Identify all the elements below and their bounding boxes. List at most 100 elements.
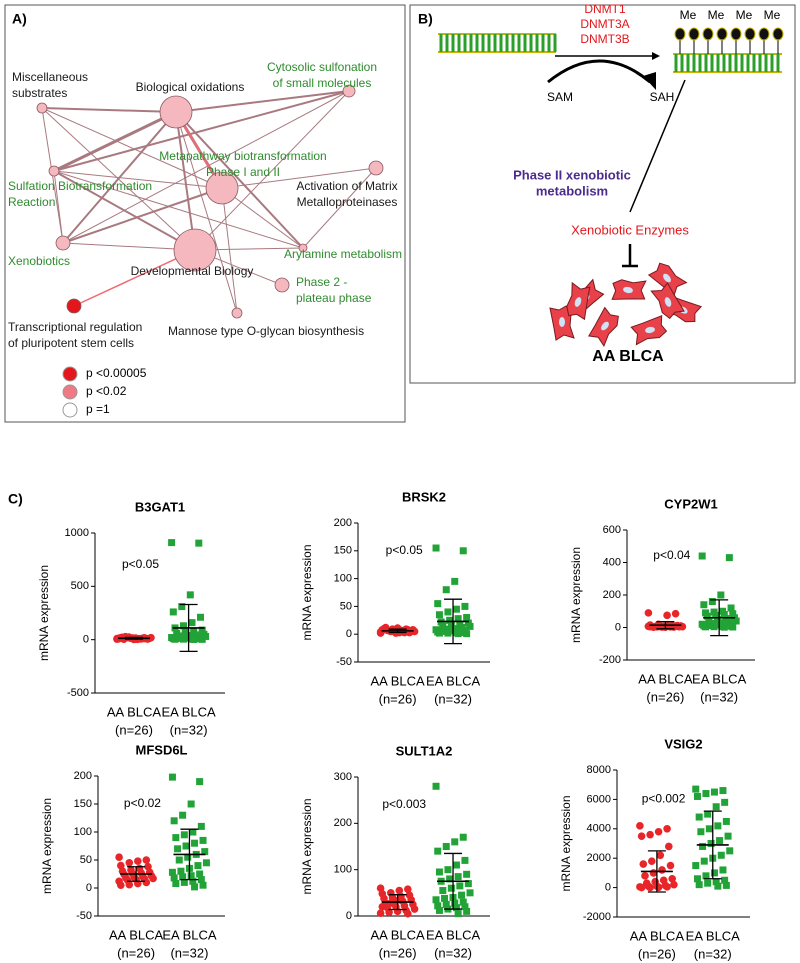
group-size: (n=26) [646,689,684,704]
network-edge [302,167,377,249]
data-point [447,884,455,892]
network-edge [53,170,64,244]
arrow-head [643,72,656,90]
data-point [463,907,471,915]
node-label: Sulfation Biotransformation [8,179,152,193]
data-point [710,623,718,631]
data-point [187,800,195,808]
data-point [646,622,654,631]
data-point [461,856,469,864]
node-label: Biological oxidations [136,80,245,94]
network-edge [175,90,350,113]
y-axis-label: mRNA expression [300,544,314,640]
data-point [452,904,460,912]
cell [630,315,668,346]
methyl-label: Me [736,8,753,22]
p-value: p<0.02 [124,796,161,810]
y-tick-label: 150 [74,798,92,810]
data-point [404,885,412,893]
data-point [702,872,710,880]
data-point [180,831,188,839]
data-point [636,822,644,830]
data-point [170,817,178,825]
data-point [692,785,700,793]
network-node [368,160,384,176]
data-point [721,798,729,806]
data-point [671,609,680,618]
data-point [172,880,180,888]
data-point [376,909,385,918]
data-point [452,861,460,869]
network-node [173,228,217,272]
data-point [666,861,675,870]
enzyme-label: DNMT3A [580,17,629,31]
data-point [646,830,654,839]
data-point [719,787,727,795]
methyl-group [772,27,784,41]
y-axis-label: mRNA expression [300,798,314,894]
data-point [720,623,728,631]
data-point [190,635,198,643]
x-tick-label: AA BLCA [370,927,425,942]
y-tick-label: 0 [346,628,352,640]
data-point [702,790,710,798]
data-point [707,840,715,847]
x-tick-label: EA BLCA [162,927,217,942]
data-point [722,817,730,825]
y-tick-label: 400 [603,556,621,568]
data-point [637,883,646,892]
panel-label: B) [418,11,433,27]
data-point [172,834,180,842]
node-label: Phase I and II [206,165,280,179]
cell [566,281,591,321]
data-point [700,857,708,865]
data-point [182,842,190,850]
data-point [175,856,183,864]
methyl-group [688,27,700,41]
data-point [644,609,653,617]
data-point [708,598,716,605]
data-point [654,827,663,836]
data-point [194,862,202,870]
data-point [197,876,205,884]
data-point [180,622,187,630]
data-point [387,899,395,907]
data-point [446,616,454,624]
data-point [179,811,187,819]
cells-label: AA BLCA [592,348,664,365]
y-tick-label: 100 [334,864,352,876]
data-point [168,868,176,876]
y-tick-label: 50 [340,600,352,612]
data-point [466,889,474,897]
p-value: p<0.003 [382,797,426,811]
legend-label: p <0.00005 [86,366,147,380]
data-point [693,792,701,800]
data-point [385,908,393,917]
group-size: (n=26) [638,946,676,961]
node-label: Xenobiotics [8,254,70,268]
node-label: Reaction [8,195,55,209]
group-size: (n=26) [115,722,153,737]
network-edge [175,111,196,251]
y-tick-label: 600 [603,524,621,536]
network-node [48,165,60,177]
network-edge [41,107,177,113]
y-tick-label: -200 [599,654,621,666]
panel-label: A) [12,11,27,27]
node-label: Mannose type O-glycan biosynthesis [168,324,364,338]
data-point [188,619,196,627]
data-point [196,870,204,878]
group-size: (n=32) [700,689,738,704]
y-tick-label: 8000 [587,764,611,776]
y-tick-label: -50 [76,910,92,922]
legend-swatch [62,366,78,382]
data-point [197,613,204,621]
data-point [410,905,419,913]
data-point [442,900,450,908]
y-tick-label: 6000 [587,793,611,805]
y-tick-label: 0 [346,910,352,922]
methyl-group [674,27,686,41]
node-label: Activation of Matrix [296,179,397,193]
chart-title: BRSK2 [402,489,446,504]
